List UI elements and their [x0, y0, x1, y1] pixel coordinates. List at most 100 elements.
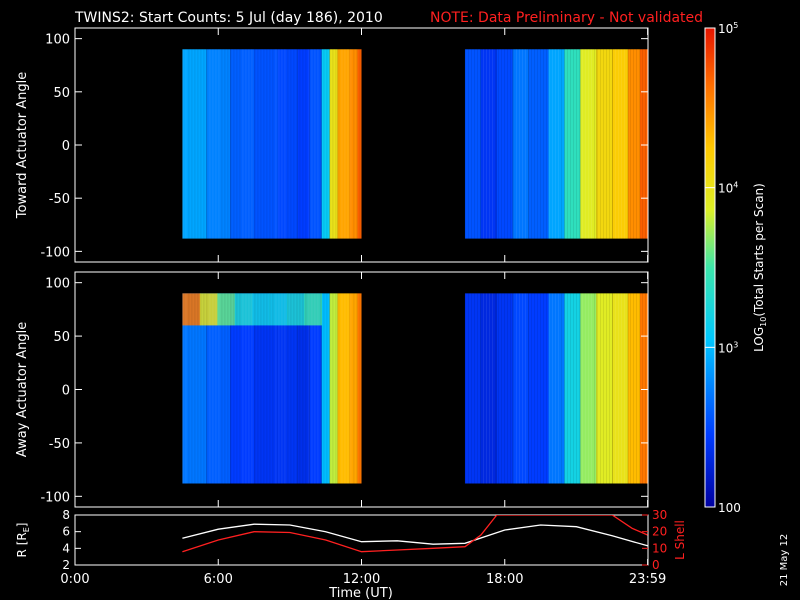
heatmap-texture — [615, 49, 616, 239]
heatmap-cell — [277, 49, 298, 239]
heatmap-texture — [230, 293, 232, 484]
heatmap-texture — [281, 49, 283, 239]
heatmap-cell — [512, 293, 529, 484]
heatmap-cell — [464, 49, 481, 239]
heatmap-texture — [474, 293, 475, 484]
heatmap-cell — [254, 49, 278, 239]
heatmap-texture — [287, 49, 289, 239]
y-tick-label: -100 — [40, 490, 70, 505]
heatmap-texture — [630, 293, 631, 484]
heatmap-texture — [492, 293, 493, 484]
heatmap-cell — [512, 49, 529, 239]
heatmap-texture — [200, 293, 202, 484]
heatmap-texture — [281, 293, 283, 484]
heatmap-texture — [242, 293, 244, 484]
heatmap-texture — [636, 49, 637, 239]
heatmap-cell — [329, 293, 338, 484]
heatmap-texture — [501, 293, 502, 484]
heatmap-texture — [314, 49, 316, 239]
heatmap-cell — [357, 49, 362, 239]
heatmap-texture — [624, 49, 625, 239]
heatmap-texture — [257, 49, 259, 239]
heatmap-cell — [329, 49, 338, 239]
heatmap-texture — [573, 293, 574, 484]
y-axis-label: Toward Actuator Angle — [15, 72, 30, 219]
heatmap-band-cell — [286, 293, 305, 326]
heatmap-cell — [612, 293, 629, 484]
heatmap-texture — [612, 293, 613, 484]
heatmap-texture — [311, 293, 313, 484]
heatmap-texture — [534, 49, 535, 239]
heatmap-cell — [182, 49, 207, 239]
heatmap-cell — [230, 49, 255, 239]
heatmap-texture — [353, 49, 355, 239]
heatmap-texture — [501, 49, 502, 239]
heatmap-cell — [548, 293, 565, 484]
heatmap-texture — [510, 293, 511, 484]
heatmap-band-cell — [234, 293, 253, 326]
heatmap-texture — [293, 293, 295, 484]
heatmap-texture — [585, 293, 586, 484]
heatmap-texture — [618, 49, 619, 239]
heatmap-texture — [233, 293, 235, 484]
heatmap-texture — [528, 49, 529, 239]
heatmap-texture — [606, 293, 607, 484]
heatmap-texture — [633, 49, 634, 239]
heatmap-texture — [191, 49, 193, 239]
heatmap-texture — [582, 49, 583, 239]
heatmap-texture — [212, 49, 214, 239]
heatmap-texture — [266, 49, 268, 239]
heatmap-texture — [263, 49, 265, 239]
heatmap-texture — [549, 293, 550, 484]
heatmap-band-cell — [269, 293, 288, 326]
heatmap-texture — [200, 49, 202, 239]
heatmap-texture — [465, 293, 466, 484]
heatmap-texture — [317, 49, 319, 239]
heatmap-texture — [621, 49, 622, 239]
y-tick-label: 100 — [45, 277, 70, 292]
heatmap-texture — [522, 293, 523, 484]
heatmap-texture — [552, 293, 553, 484]
y-tick-label: 50 — [53, 86, 70, 101]
heatmap-texture — [552, 49, 553, 239]
y-tick-label: -50 — [49, 192, 70, 207]
heatmap-texture — [206, 293, 208, 484]
heatmap-texture — [299, 293, 301, 484]
heatmap-texture — [567, 293, 568, 484]
heatmap-texture — [636, 293, 637, 484]
heatmap-texture — [534, 293, 535, 484]
heatmap-texture — [513, 49, 514, 239]
heatmap-texture — [525, 293, 526, 484]
heatmap-cell — [309, 293, 322, 484]
heatmap-texture — [251, 293, 253, 484]
radius-series-line — [182, 523, 648, 547]
heatmap-band-cell — [199, 293, 218, 326]
heatmap-texture — [275, 293, 277, 484]
heatmap-cell — [297, 293, 310, 484]
heatmap-texture — [221, 49, 223, 239]
heatmap-cell — [357, 293, 362, 484]
heatmap-texture — [516, 49, 517, 239]
heatmap-texture — [341, 49, 343, 239]
heatmap-texture — [185, 293, 187, 484]
heatmap-texture — [326, 49, 328, 239]
heatmap-texture — [630, 49, 631, 239]
heatmap-texture — [182, 49, 184, 239]
heatmap-cell — [564, 293, 581, 484]
heatmap-texture — [642, 49, 643, 239]
heatmap-texture — [546, 49, 547, 239]
x-tick-label: 23:59 — [629, 572, 666, 587]
heatmap-texture — [257, 293, 259, 484]
heatmap-texture — [296, 49, 298, 239]
heatmap-texture — [275, 49, 277, 239]
heatmap-texture — [615, 293, 616, 484]
heatmap-texture — [540, 49, 541, 239]
heatmap-texture — [528, 293, 529, 484]
colorbar-tick-label: 103 — [718, 340, 738, 355]
heatmap-texture — [486, 293, 487, 484]
heatmap-texture — [308, 49, 310, 239]
heatmap-texture — [254, 49, 256, 239]
heatmap-texture — [600, 293, 601, 484]
heatmap-texture — [645, 49, 646, 239]
